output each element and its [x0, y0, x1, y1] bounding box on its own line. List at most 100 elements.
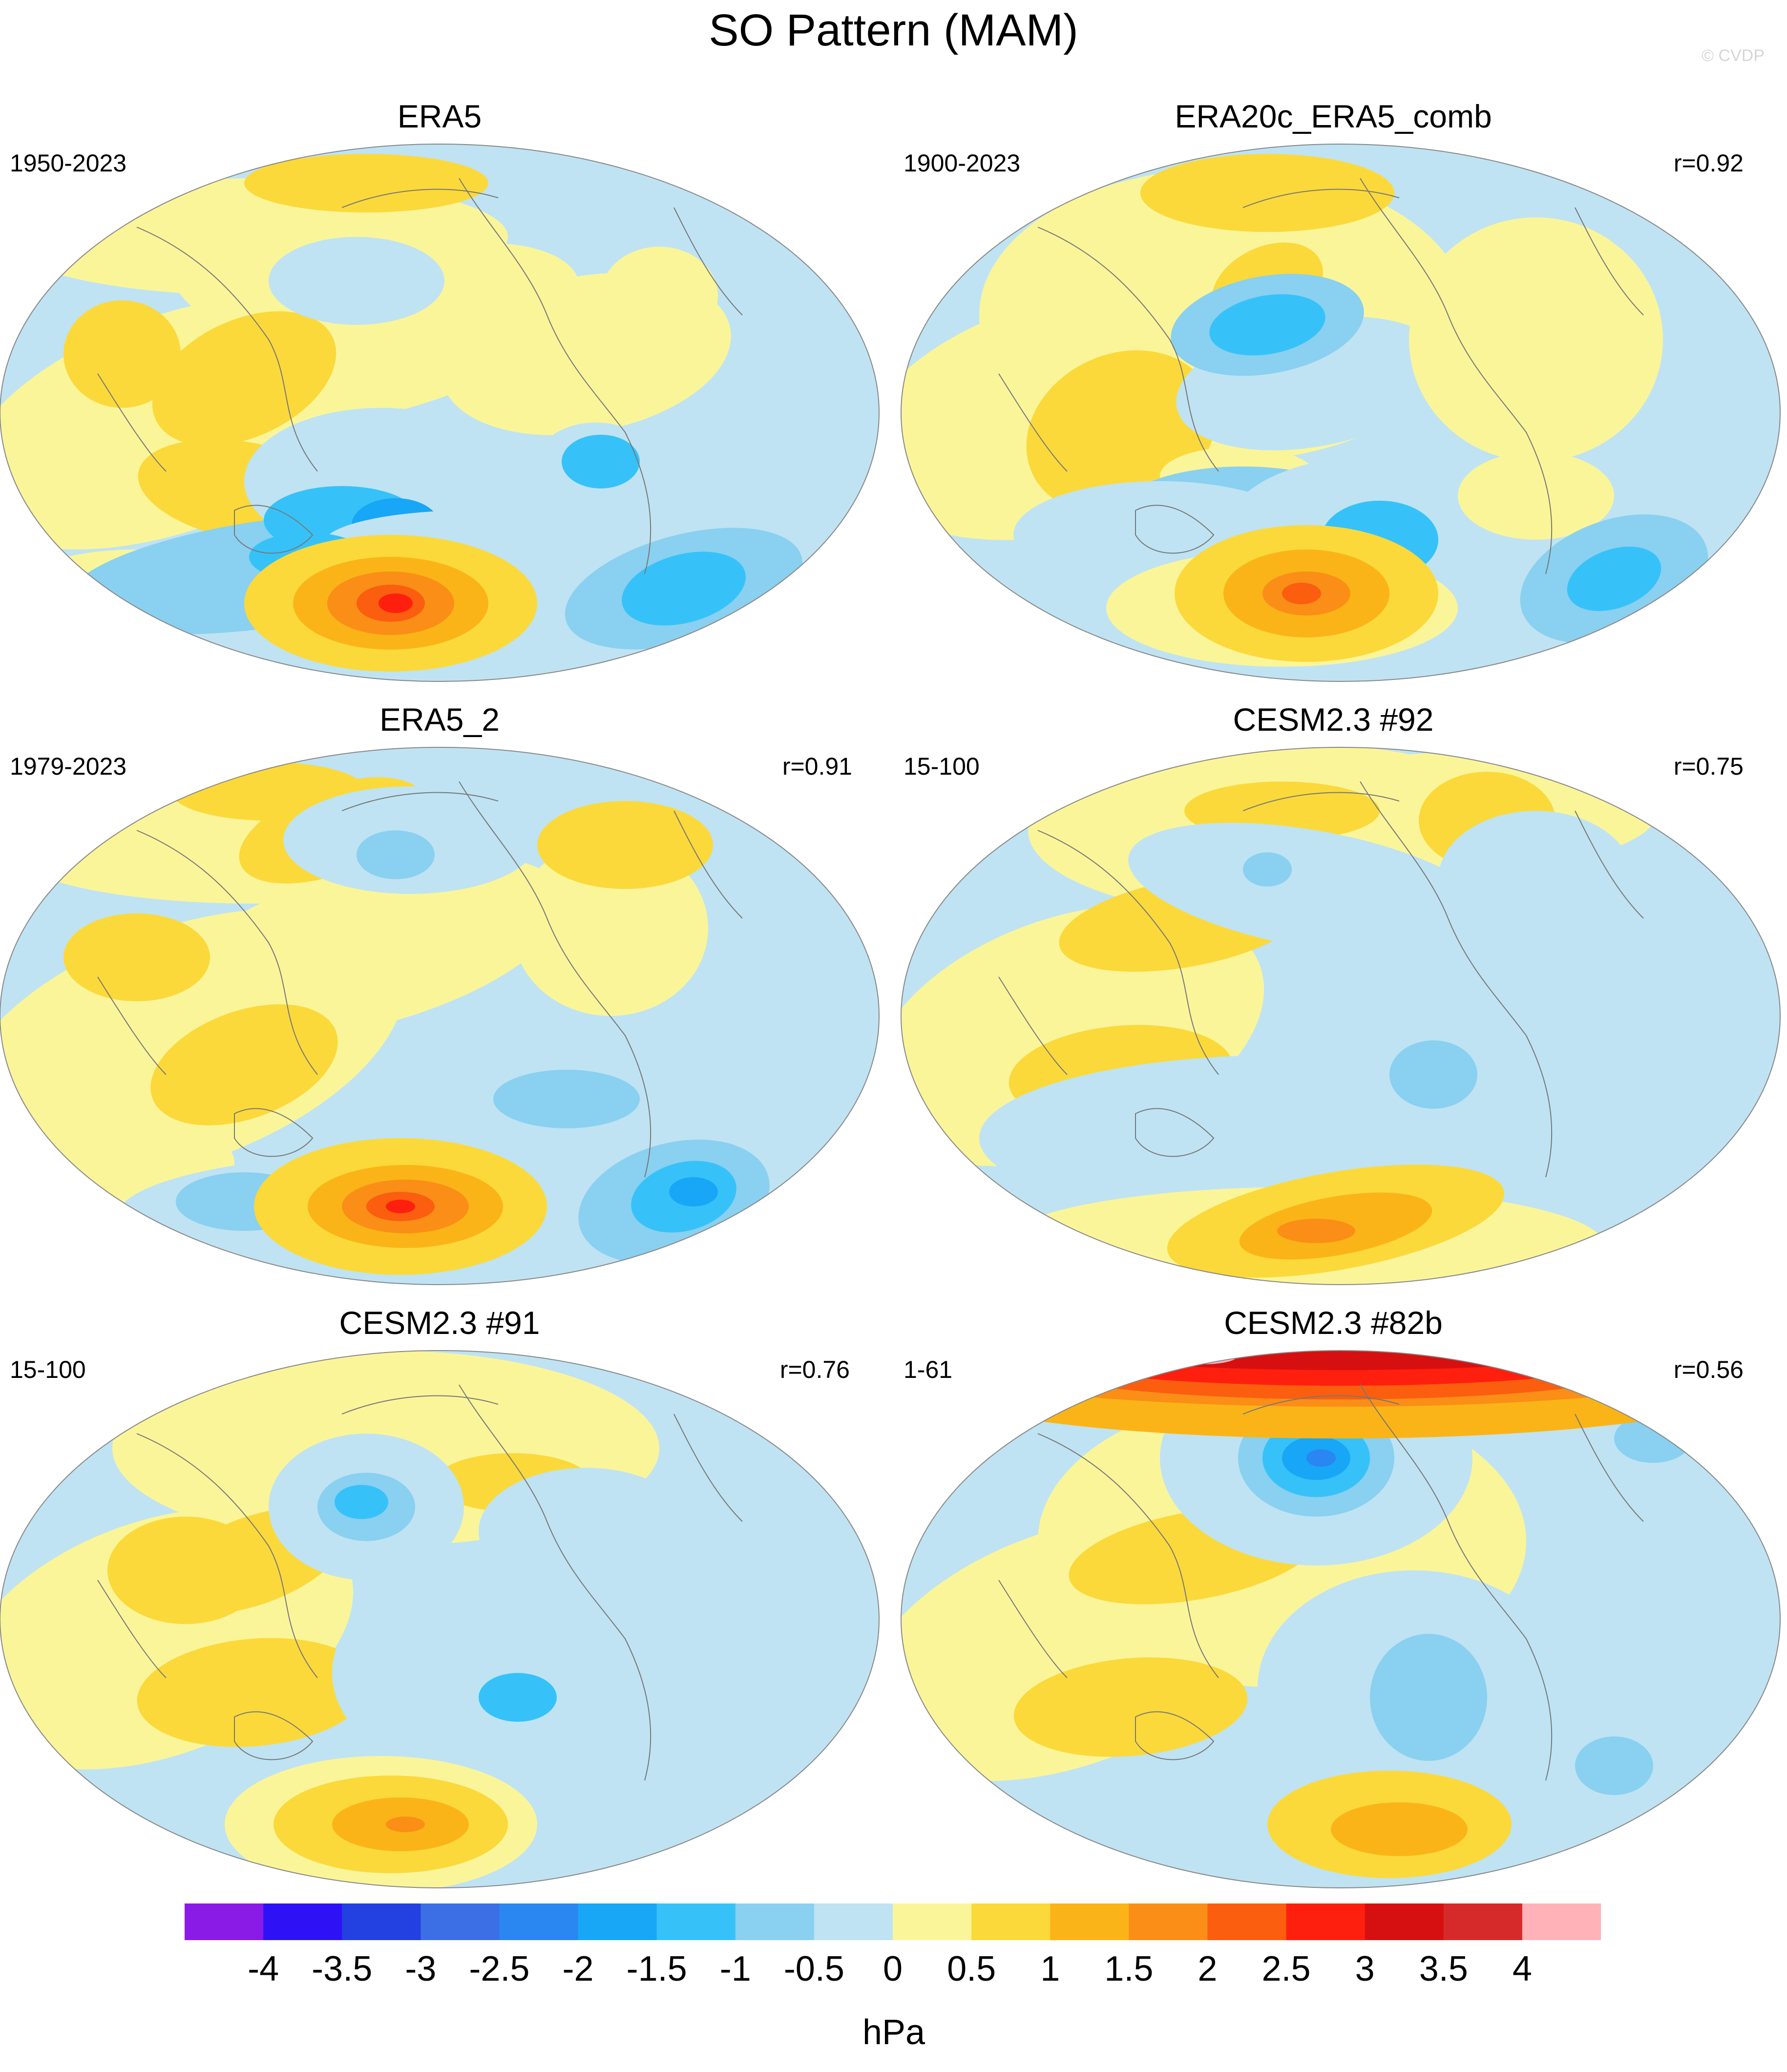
coastline [998, 976, 1068, 1075]
coastline [97, 373, 167, 472]
coastline [341, 792, 499, 811]
panel-correlation: r=0.56 [1673, 1356, 1744, 1383]
contour-region [1282, 583, 1321, 604]
contour-region [1209, 294, 1325, 356]
contour-region [1306, 1449, 1336, 1467]
coastline [1037, 1433, 1219, 1678]
contour-region [269, 237, 444, 325]
coastline [998, 1580, 1068, 1678]
colorbar-tick-label: 1 [1040, 1949, 1060, 1988]
panel-correlation: r=0.92 [1673, 149, 1744, 177]
colorbar-swatch [893, 1903, 972, 1940]
colorbar [185, 1903, 1601, 1940]
colorbar-tick-label: -0.5 [783, 1949, 844, 1988]
coastline [97, 1580, 167, 1678]
colorbar-tick-label: 4 [1512, 1949, 1532, 1988]
figure-title: SO Pattern (MAM) [709, 5, 1078, 55]
coastline [1242, 189, 1400, 208]
contour-region [1409, 217, 1663, 462]
colorbar-swatch [578, 1903, 657, 1940]
coastline [1242, 1395, 1400, 1415]
contour-region [137, 1638, 371, 1747]
map-outline [0, 1350, 880, 1888]
colorbar-swatch [420, 1903, 500, 1940]
contour-region [537, 801, 713, 889]
contour-region [1277, 1219, 1355, 1243]
colorbar-tick-label: -1.5 [626, 1949, 687, 1988]
coastline [136, 227, 318, 472]
contour-region [386, 1200, 415, 1213]
colorbar-swatch [1522, 1903, 1601, 1940]
contour-region [1567, 547, 1661, 611]
colorbar-swatch [656, 1903, 736, 1940]
map-outline [901, 144, 1781, 682]
colorbar-tick-label: 1.5 [1104, 1949, 1154, 1988]
coastline [1360, 1384, 1553, 1781]
colorbar-tick-label: -3.5 [312, 1949, 373, 1988]
colorbar-swatch [971, 1903, 1051, 1940]
colorbar-tick-label: 2 [1198, 1949, 1218, 1988]
contour-region [1243, 852, 1292, 887]
coastline [1360, 781, 1553, 1178]
map-panel [901, 1350, 1781, 1888]
contour-region [622, 551, 746, 626]
coastline [1135, 505, 1215, 554]
colorbar-swatch [735, 1903, 815, 1940]
colorbar-swatch [1443, 1903, 1523, 1940]
coastline [341, 1395, 499, 1415]
map-outline [0, 747, 880, 1285]
colorbar-tick-label: 2.5 [1261, 1949, 1311, 1988]
coastline [97, 976, 167, 1075]
panel-correlation: r=0.91 [782, 753, 852, 780]
contour-region [1370, 1634, 1487, 1761]
coastline [1360, 178, 1553, 574]
colorbar-swatch [185, 1903, 264, 1940]
colorbar-tick-label: -4 [248, 1949, 279, 1988]
coastline [1037, 227, 1219, 472]
coastline [1242, 792, 1400, 811]
panel-period: 15-100 [10, 1356, 86, 1383]
contour-region [479, 1468, 694, 1595]
coastline [1135, 1108, 1215, 1157]
coastline [1135, 1711, 1215, 1760]
panel-period: 1900-2023 [904, 149, 1021, 177]
contour-region [332, 1565, 645, 1780]
contour-region [601, 247, 718, 344]
coastline [673, 207, 743, 316]
map-outline [901, 1350, 1781, 1888]
colorbar-swatch [1207, 1903, 1287, 1940]
map-panel [901, 144, 1781, 682]
coastline [459, 178, 652, 574]
contour-region [63, 300, 181, 408]
map-panel [0, 144, 880, 682]
contour-region [1128, 823, 1494, 955]
coastline [136, 830, 318, 1075]
contour-region [63, 913, 210, 1001]
panel-title: CESM2.3 #91 [339, 1305, 540, 1341]
credit-label: © CVDP [1702, 46, 1765, 65]
coastline [673, 810, 743, 919]
coastline [1037, 830, 1219, 1075]
panel-period: 15-100 [904, 753, 980, 780]
contour-region [244, 154, 488, 212]
contour-region [1389, 1040, 1477, 1109]
colorbar-tick-label: 0.5 [947, 1949, 996, 1988]
panel-correlation: r=0.76 [779, 1356, 850, 1383]
coastline [234, 1711, 314, 1760]
colorbar-tick-label: 3 [1355, 1949, 1375, 1988]
contour-region [386, 1817, 425, 1832]
colorbar-tick-label: -2 [562, 1949, 594, 1988]
panel-title: ERA20c_ERA5_comb [1175, 98, 1492, 134]
colorbar-tick-label: 3.5 [1419, 1949, 1468, 1988]
contour-region [562, 435, 640, 488]
contour-region [1170, 1351, 1238, 1364]
colorbar-swatch [814, 1903, 893, 1940]
map-panel [0, 1350, 880, 1888]
colorbar-swatch [1129, 1903, 1208, 1940]
contour-region [479, 1673, 557, 1722]
coastline [459, 1384, 652, 1781]
colorbar-tick-label: 0 [883, 1949, 903, 1988]
colorbar-swatch [342, 1903, 421, 1940]
colorbar-swatch [1365, 1903, 1444, 1940]
colorbar-tick-label: -2.5 [469, 1949, 530, 1988]
